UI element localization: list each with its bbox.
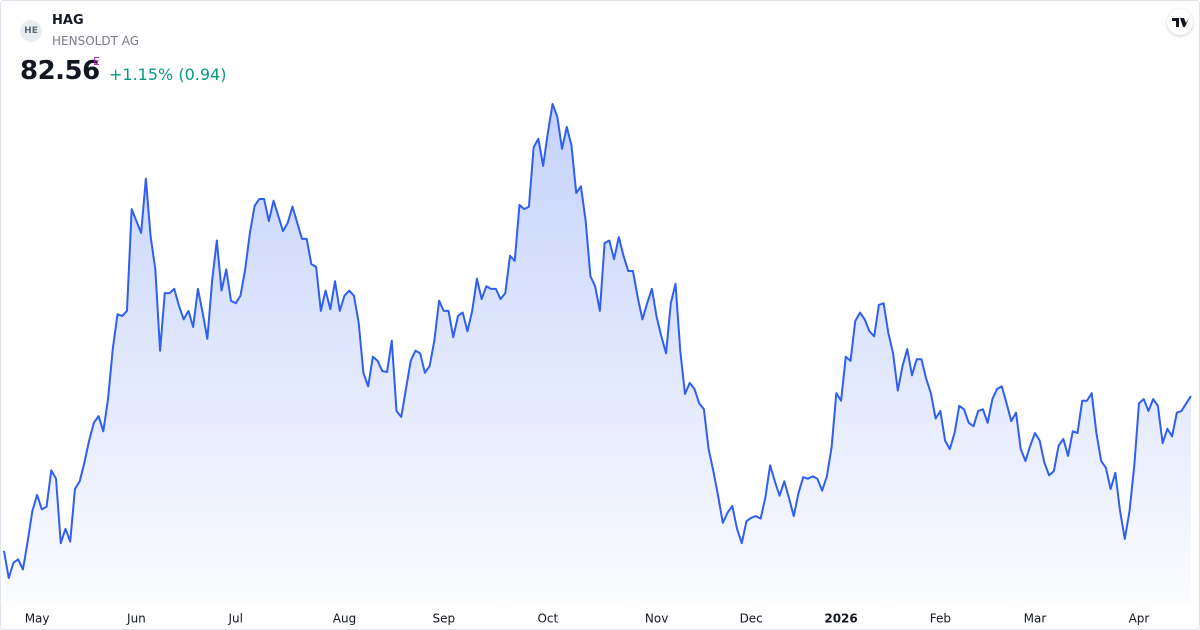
logo: HE: [20, 20, 42, 42]
area-fill: [4, 104, 1191, 604]
price: 82.56: [20, 56, 100, 86]
tradingview-logo[interactable]: [1167, 9, 1193, 35]
x-tick-label: Dec: [740, 612, 763, 626]
x-tick-label: Aug: [333, 612, 356, 626]
x-tick-label: Apr: [1129, 612, 1150, 626]
x-tick-label: Jul: [227, 612, 242, 626]
price-line: [3, 103, 1192, 579]
x-tick-label: Jun: [126, 612, 146, 626]
price-flag: E: [93, 55, 100, 68]
company-name: HENSOLDT AG: [52, 34, 140, 48]
x-tick-label: Sep: [432, 612, 455, 626]
x-tick-label: Nov: [645, 612, 668, 626]
x-tick-label: 2026: [824, 612, 857, 626]
ticker[interactable]: HAG: [52, 13, 84, 28]
x-tick-label: May: [25, 612, 50, 626]
price-change: +1.15% (0.94): [109, 65, 227, 84]
tradingview-icon: [1172, 18, 1189, 27]
x-tick-label: Feb: [930, 612, 951, 626]
x-tick-label: Mar: [1024, 612, 1047, 626]
x-tick-label: Oct: [537, 612, 558, 626]
